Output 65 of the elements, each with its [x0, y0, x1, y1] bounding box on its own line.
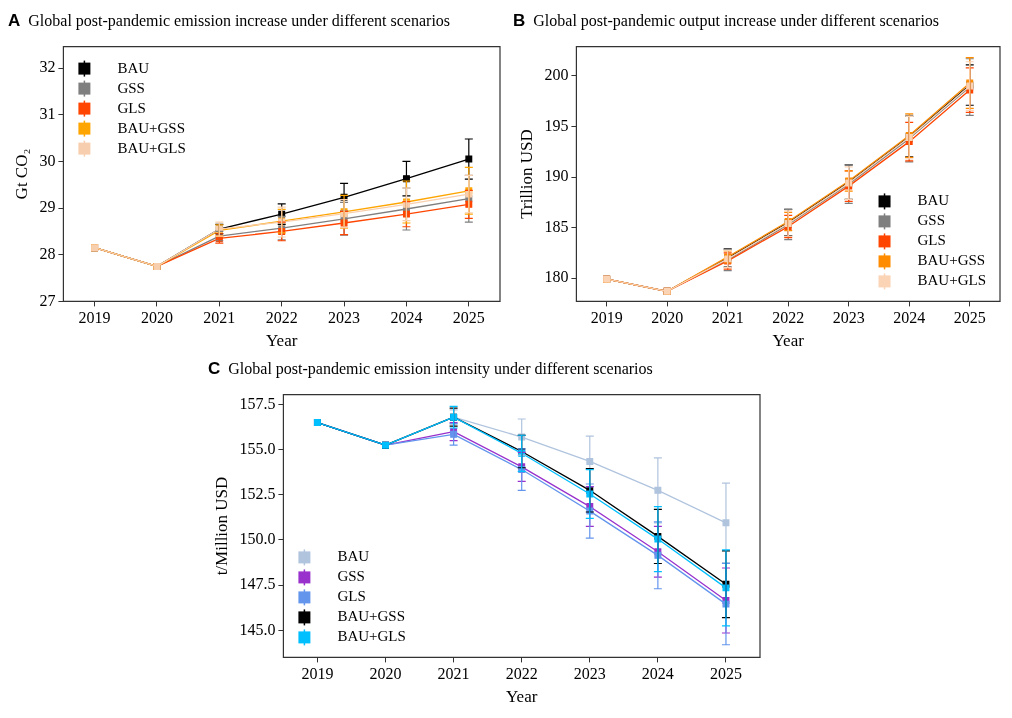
chart-title: Global post-pandemic output increase under different scenarios	[533, 12, 940, 29]
x-tick-label: 2023	[832, 309, 865, 327]
legend-label: GLS	[337, 588, 366, 605]
y-tick-label: 180	[544, 268, 569, 286]
chart-title: Global post-pandemic emission increase under different scenarios	[28, 12, 451, 29]
x-tick-label: 2022	[772, 309, 805, 327]
legend-label: BAU+GLS	[917, 272, 986, 289]
text: B	[513, 11, 526, 30]
y-tick-label: 157.5	[239, 394, 276, 412]
x-tick-label: 2021	[711, 309, 744, 327]
x-tick-label: 2023	[328, 309, 361, 327]
x-tick-label: 2025	[452, 309, 485, 327]
x-tick-label: 2019	[590, 309, 623, 327]
x-tick-label: 2023	[573, 665, 606, 683]
x-tick-label: 2020	[369, 665, 402, 683]
x-tick-label: 2024	[390, 309, 423, 327]
y-tick-label: 30	[39, 151, 56, 169]
y-tick-label: 29	[39, 198, 56, 216]
x-tick-label: 2020	[651, 309, 684, 327]
y-tick-label: 145.0	[239, 620, 276, 638]
x-tick-label: 2024	[893, 309, 926, 327]
y-axis-title: t/Million USD	[211, 476, 231, 576]
legend-label: GSS	[117, 79, 145, 96]
x-tick-label: 2024	[641, 665, 674, 683]
y-tick-label: 185	[544, 217, 569, 235]
y-tick-label: 147.5	[239, 575, 276, 593]
y-tick-label: 200	[544, 66, 569, 84]
x-tick-label: 2025	[709, 665, 742, 683]
y-tick-label: 27	[39, 291, 56, 309]
y-tick-label: 32	[39, 58, 56, 76]
y-tick-label: 31	[39, 104, 56, 122]
legend-label: BAU	[917, 192, 950, 209]
x-tick-label: 2019	[78, 309, 111, 327]
legend-label: GSS	[917, 212, 946, 229]
x-tick-label: 2019	[301, 665, 334, 683]
legend-label: BAU	[117, 59, 150, 76]
x-tick-label: 2022	[265, 309, 298, 327]
legend-label: GLS	[917, 232, 946, 249]
legend-label: GLS	[117, 99, 146, 116]
legend-label: BAU+GSS	[117, 119, 186, 136]
x-axis-title: Year	[772, 331, 805, 351]
text: C	[208, 359, 221, 378]
legend-label: BAU+GLS	[337, 628, 406, 645]
x-tick-label: 2020	[140, 309, 173, 327]
legend-label: BAU+GLS	[117, 139, 186, 156]
text: A	[8, 11, 21, 30]
x-tick-label: 2021	[437, 665, 470, 683]
legend-label: BAU+GSS	[337, 608, 406, 625]
x-tick-label: 2022	[505, 665, 538, 683]
y-tick-label: 152.5	[239, 485, 276, 503]
chart-title: Global post-pandemic emission intensity under different scenarios	[228, 360, 653, 377]
y-axis-title: Gt CO₂	[11, 148, 31, 200]
x-tick-label: 2025	[953, 309, 986, 327]
legend-label: BAU	[337, 548, 370, 565]
x-axis-title: Year	[266, 331, 298, 351]
y-tick-label: 150.0	[239, 530, 276, 548]
legend-label: BAU+GSS	[917, 252, 986, 269]
y-tick-label: 195	[544, 116, 569, 134]
y-tick-label: 28	[39, 244, 56, 262]
legend-label: GSS	[337, 568, 365, 585]
x-tick-label: 2021	[203, 309, 236, 327]
y-tick-label: 155.0	[239, 439, 276, 457]
x-axis-title: Year	[506, 687, 538, 707]
y-tick-label: 190	[544, 167, 569, 185]
y-axis-title: Trillion USD	[516, 129, 536, 219]
